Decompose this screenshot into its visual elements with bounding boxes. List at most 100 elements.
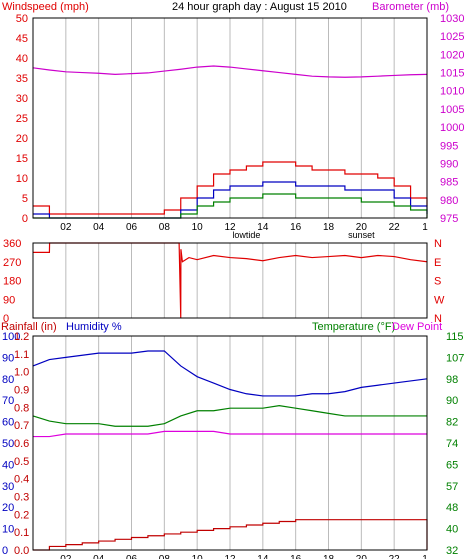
humidity-tick-label: 100 (2, 331, 20, 343)
sunset-marker-label: sunset (348, 230, 375, 240)
rainfall-tick-label: 0.9 (14, 385, 29, 397)
barometer-tick-label: 985 (440, 177, 458, 189)
rainfall-tick-label: 0.8 (14, 402, 29, 414)
hour-tick-label: 02 (60, 554, 72, 559)
windspeed-tick-label: 45 (16, 33, 28, 45)
barometer-tick-label: 975 (440, 213, 458, 225)
rainfall-tick-label: 1.1 (14, 349, 29, 361)
barometer-tick-label: 1025 (440, 31, 464, 43)
rainfall-tick-label: 0.6 (14, 438, 29, 450)
hour-tick-label: 22 (389, 554, 401, 559)
temperature-tick-label: 98 (446, 374, 458, 386)
windspeed-tick-label: 30 (16, 93, 28, 105)
rainfall-axis-title: Rainfall (in) (1, 321, 57, 333)
panel-3-frame (32, 335, 428, 551)
compass-tick-label: S (434, 276, 441, 288)
compass-tick-label: N (434, 238, 442, 250)
barometer-tick-label: 990 (440, 158, 458, 170)
compass-tick-label: E (434, 257, 441, 269)
compass-tick-label: N (434, 313, 442, 325)
hour-tick-label: 02 (60, 222, 72, 233)
hour-tick-label: 20 (356, 222, 368, 233)
rainfall-tick-label: 0.4 (14, 474, 29, 486)
windspeed-tick-label: 25 (16, 113, 28, 125)
hour-tick-label: 22 (389, 222, 401, 233)
hour-tick-label: 12 (224, 554, 236, 559)
temperature-tick-label: 90 (446, 395, 458, 407)
hour-tick-label: 20 (356, 554, 368, 559)
barometer-tick-label: 1005 (440, 104, 464, 116)
temperature-series-line (32, 405, 427, 427)
direction-tick-label: 270 (3, 257, 21, 269)
humidity-tick-label: 50 (2, 438, 14, 450)
humidity-series-line (32, 350, 428, 397)
lowtide-marker-label: lowtide (232, 230, 260, 240)
humidity-tick-label: 80 (2, 374, 14, 386)
barometer-tick-label: 1020 (440, 49, 464, 61)
hour-tick-label: 12 (224, 222, 236, 233)
humidity-tick-label: 70 (2, 395, 14, 407)
temperature-tick-label: 74 (446, 438, 458, 450)
hour-tick-label: 10 (192, 554, 204, 559)
windspeed-tick-label: 50 (16, 13, 28, 25)
hour-tick-label: 14 (257, 222, 269, 233)
temperature-tick-label: 57 (446, 481, 458, 493)
windspeed-tick-label: 40 (16, 53, 28, 65)
rainfall-tick-label: 0.3 (14, 492, 29, 504)
hour-tick-label: 08 (159, 222, 171, 233)
humidity-tick-label: 40 (2, 459, 14, 471)
windspeed-axis-title: Windspeed (mph) (2, 1, 89, 13)
chart-title: 24 hour graph day : August 15 2010 (172, 1, 347, 13)
temperature-tick-label: 40 (446, 524, 458, 536)
windspeed-tick-label: 10 (16, 173, 28, 185)
barometer-tick-label: 1030 (440, 13, 464, 25)
hour-tick-label: 1 (422, 554, 428, 559)
compass-tick-label: W (434, 294, 445, 306)
windspeed-tick-label: 0 (22, 213, 28, 225)
barometer-tick-label: 1000 (440, 122, 464, 134)
temperature-tick-label: 115 (446, 331, 464, 343)
hour-tick-label: 16 (290, 222, 302, 233)
dewpoint-axis-title: Dew Point (392, 321, 442, 333)
hour-tick-label: 18 (323, 222, 335, 233)
rainfall-tick-label: 0.7 (14, 420, 29, 432)
temperature-tick-label: 107 (446, 352, 464, 364)
temperature-tick-label: 48 (446, 502, 458, 514)
hour-tick-label: 1 (422, 222, 428, 233)
humidity-tick-label: 0 (2, 545, 8, 557)
hour-tick-label: 16 (290, 554, 302, 559)
windspeed-tick-label: 5 (22, 193, 28, 205)
rainfall-tick-label: 0.2 (14, 509, 29, 521)
hour-tick-label: 14 (257, 554, 269, 559)
direction-tick-label: 0 (3, 313, 9, 325)
humidity-tick-label: 60 (2, 417, 14, 429)
temperature-tick-label: 32 (446, 545, 458, 557)
rainfall-tick-label: 1.2 (14, 331, 29, 343)
windspeed-tick-label: 15 (16, 153, 28, 165)
hour-tick-label: 06 (126, 554, 138, 559)
hour-tick-label: 10 (192, 222, 204, 233)
hour-tick-label: 08 (159, 554, 171, 559)
rainfall-tick-label: 0.0 (14, 545, 29, 557)
rainfall-tick-label: 1.0 (14, 367, 29, 379)
dewpoint-series-line (33, 430, 427, 438)
rainfall-tick-label: 0.1 (14, 527, 29, 539)
direction-tick-label: 360 (3, 238, 21, 250)
direction-tick-label: 180 (3, 276, 21, 288)
barometer-axis-title: Barometer (mb) (372, 1, 449, 13)
humidity-tick-label: 90 (2, 352, 14, 364)
temperature-tick-label: 65 (446, 459, 458, 471)
hour-tick-label: 04 (93, 554, 105, 559)
barometer-tick-label: 995 (440, 140, 458, 152)
hour-tick-label: 04 (93, 222, 105, 233)
barometer-series-line (32, 65, 428, 78)
temperature-axis-title: Temperature (°F) (312, 321, 395, 333)
hour-tick-label: 18 (323, 554, 335, 559)
humidity-tick-label: 30 (2, 481, 14, 493)
panel-2-frame (32, 242, 428, 319)
barometer-tick-label: 980 (440, 195, 458, 207)
humidity-axis-title: Humidity % (66, 321, 122, 333)
direction-tick-label: 90 (3, 294, 15, 306)
hour-tick-label: 06 (126, 222, 138, 233)
